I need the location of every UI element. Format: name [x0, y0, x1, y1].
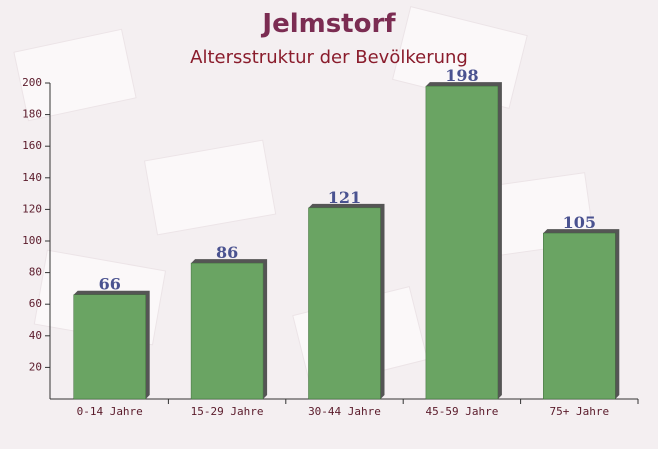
- y-tick-label: 60: [29, 297, 42, 310]
- bar: [543, 232, 616, 400]
- bar: [308, 207, 381, 400]
- value-label: 66: [99, 275, 121, 294]
- y-tick-label: 80: [29, 266, 42, 279]
- value-label: 121: [328, 188, 361, 207]
- x-tick-label: 30-44 Jahre: [308, 405, 381, 418]
- x-tick-label: 15-29 Jahre: [191, 405, 264, 418]
- value-label: 105: [563, 213, 596, 232]
- y-tick-label: 140: [22, 171, 42, 184]
- bar: [73, 294, 146, 400]
- x-tick-label: 0-14 Jahre: [77, 405, 143, 418]
- x-tick-label: 45-59 Jahre: [425, 405, 498, 418]
- y-tick-label: 40: [29, 329, 42, 342]
- value-label: 86: [216, 243, 238, 262]
- y-tick-label: 200: [22, 76, 42, 89]
- y-tick-label: 120: [22, 202, 42, 215]
- y-tick-label: 180: [22, 108, 42, 121]
- bar: [190, 262, 264, 400]
- bar: [425, 85, 499, 400]
- x-tick-label: 75+ Jahre: [549, 405, 609, 418]
- value-label: 198: [445, 66, 478, 85]
- y-tick-label: 100: [22, 234, 42, 247]
- y-tick-label: 160: [22, 139, 42, 152]
- y-tick-label: 20: [29, 360, 42, 373]
- chart-title: Jelmstorf: [260, 9, 396, 39]
- chart-subtitle: Altersstruktur der Bevölkerung: [190, 47, 468, 68]
